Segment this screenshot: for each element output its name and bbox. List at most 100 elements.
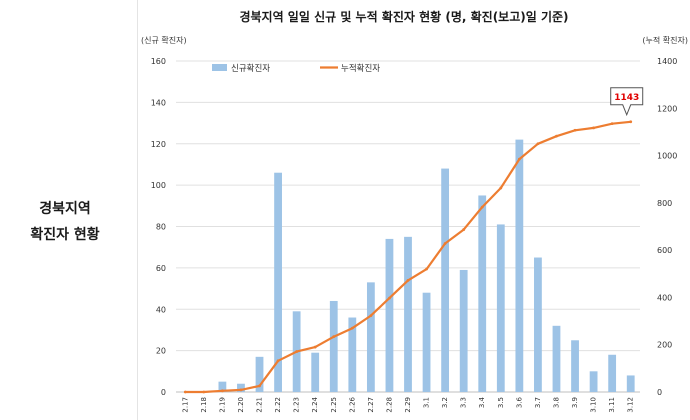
right-tick-label: 1200 bbox=[657, 104, 677, 113]
right-tick-label: 1400 bbox=[657, 57, 677, 66]
bar bbox=[366, 282, 375, 392]
bar bbox=[237, 383, 245, 392]
line-point bbox=[517, 157, 521, 161]
line-point bbox=[332, 335, 336, 339]
bar bbox=[329, 300, 338, 392]
line-point bbox=[555, 134, 558, 138]
bar bbox=[515, 139, 524, 392]
x-tick-label: 2.21 bbox=[256, 397, 264, 413]
right-tick-label: 600 bbox=[657, 246, 672, 255]
x-tick-label: 2.17 bbox=[181, 397, 189, 413]
bar bbox=[404, 236, 412, 392]
annotation-box bbox=[610, 87, 644, 117]
line-point bbox=[499, 186, 503, 190]
line-point bbox=[239, 388, 243, 392]
left-tick-label: 20 bbox=[156, 347, 166, 356]
line-point bbox=[592, 126, 595, 130]
x-tick-label: 2.28 bbox=[385, 397, 393, 413]
left-tick-label: 160 bbox=[151, 57, 166, 66]
x-tick-label: 3.3 bbox=[460, 397, 468, 408]
right-tick-label: 1000 bbox=[657, 152, 677, 161]
line-point bbox=[425, 267, 428, 271]
bar bbox=[478, 195, 487, 392]
x-tick-label: 3.1 bbox=[423, 397, 431, 408]
left-axis-label: (신규 확진자) bbox=[141, 35, 187, 45]
line-point bbox=[388, 296, 391, 300]
x-tick-label: 2.26 bbox=[348, 396, 356, 412]
x-tick-label: 2.23 bbox=[293, 397, 301, 413]
x-tick-label: 2.22 bbox=[274, 397, 282, 413]
x-tick-label: 3.8 bbox=[552, 397, 560, 408]
bar bbox=[534, 257, 542, 392]
right-tick-label: 400 bbox=[657, 293, 672, 302]
right-tick-label: 0 bbox=[657, 388, 662, 397]
right-tick-label: 200 bbox=[657, 341, 672, 350]
line-point bbox=[313, 345, 317, 349]
x-tick-label: 3.2 bbox=[441, 397, 449, 408]
bar bbox=[422, 292, 431, 392]
side-label-line2: 확진자 현황 bbox=[30, 227, 100, 243]
x-tick-label: 2.29 bbox=[404, 397, 412, 413]
x-tick-label: 2.20 bbox=[237, 397, 245, 413]
line-point bbox=[202, 390, 206, 394]
bar bbox=[571, 340, 579, 392]
side-label: 경북지역 확진자 현황 bbox=[0, 196, 130, 248]
line-point bbox=[276, 359, 280, 363]
line-point bbox=[258, 384, 261, 388]
x-tick-label: 3.7 bbox=[534, 397, 542, 408]
bar bbox=[608, 354, 617, 392]
bar bbox=[459, 269, 468, 392]
bar bbox=[626, 375, 635, 392]
line-point bbox=[406, 279, 410, 282]
line-point bbox=[629, 120, 633, 124]
bar bbox=[589, 371, 598, 392]
x-tick-label: 3.10 bbox=[590, 397, 598, 413]
line-point bbox=[369, 314, 373, 318]
bar bbox=[552, 325, 561, 392]
line-point bbox=[221, 389, 224, 393]
bar bbox=[385, 238, 394, 392]
left-tick-label: 0 bbox=[161, 388, 166, 397]
x-tick-label: 3.11 bbox=[608, 397, 616, 413]
bar bbox=[348, 317, 357, 392]
left-tick-label: 120 bbox=[151, 140, 166, 149]
line-point bbox=[183, 390, 187, 394]
x-tick-label: 2.18 bbox=[200, 397, 208, 413]
line-point bbox=[350, 326, 354, 330]
x-tick-label: 3.9 bbox=[571, 397, 579, 408]
legend-swatch-bar bbox=[212, 64, 227, 71]
legend-label-line: 누적확진자 bbox=[341, 63, 380, 74]
bar bbox=[255, 356, 264, 392]
left-tick-label: 140 bbox=[151, 98, 166, 107]
x-tick-label: 3.12 bbox=[627, 397, 635, 413]
line-point bbox=[443, 242, 447, 245]
line-point bbox=[295, 350, 299, 353]
bar bbox=[274, 172, 282, 392]
side-label-line1: 경북지역 bbox=[39, 201, 91, 217]
chart-title: 경북지역 일일 신규 및 누적 확진자 현황 (명, 확진(보고)일 기준) bbox=[239, 9, 568, 24]
bar bbox=[441, 168, 450, 392]
x-tick-label: 2.27 bbox=[367, 397, 375, 413]
left-tick-label: 60 bbox=[156, 264, 166, 273]
x-tick-label: 3.4 bbox=[478, 396, 486, 408]
left-tick-label: 40 bbox=[156, 305, 166, 314]
line-point bbox=[462, 228, 466, 231]
line-point bbox=[610, 122, 614, 126]
left-tick-label: 100 bbox=[151, 181, 166, 190]
annotation-label: 1143 bbox=[614, 93, 639, 103]
divider bbox=[137, 0, 138, 420]
x-tick-label: 2.24 bbox=[311, 396, 319, 412]
x-tick-label: 3.6 bbox=[515, 396, 523, 408]
line-point bbox=[536, 142, 540, 146]
line-point bbox=[573, 128, 577, 132]
x-tick-label: 2.25 bbox=[330, 397, 338, 413]
left-tick-label: 80 bbox=[156, 223, 166, 232]
x-tick-label: 3.5 bbox=[497, 397, 505, 408]
x-tick-label: 2.19 bbox=[218, 397, 226, 413]
right-axis-label: (누적 확진자) bbox=[642, 35, 688, 45]
bar bbox=[218, 381, 227, 392]
line-point bbox=[480, 205, 484, 209]
bar bbox=[311, 352, 320, 392]
bar bbox=[496, 224, 505, 392]
